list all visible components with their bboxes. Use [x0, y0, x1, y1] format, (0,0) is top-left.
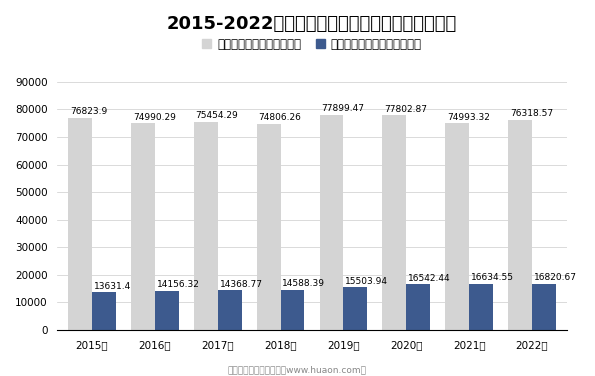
Bar	[256, 124, 280, 330]
Bar	[155, 291, 178, 330]
Text: 76318.57: 76318.57	[510, 109, 553, 118]
Text: 77899.47: 77899.47	[321, 105, 364, 114]
Bar	[445, 123, 469, 330]
Bar	[406, 284, 430, 330]
Bar	[68, 118, 92, 330]
Bar	[469, 284, 493, 330]
Text: 15503.94: 15503.94	[345, 277, 389, 286]
Text: 74806.26: 74806.26	[259, 113, 302, 122]
Legend: 房屋建筑竣工面积（万㎡）, 房屋建筑业竣工价值（亿元）: 房屋建筑竣工面积（万㎡）, 房屋建筑业竣工价值（亿元）	[198, 33, 427, 56]
Bar	[218, 290, 242, 330]
Text: 16634.55: 16634.55	[471, 273, 514, 282]
Text: 制图：华经产业研究院（www.huaon.com）: 制图：华经产业研究院（www.huaon.com）	[228, 365, 367, 374]
Bar	[131, 123, 155, 330]
Bar	[532, 284, 556, 330]
Bar	[194, 122, 218, 330]
Bar	[383, 115, 406, 330]
Text: 74990.29: 74990.29	[133, 112, 176, 121]
Text: 14588.39: 14588.39	[283, 279, 325, 288]
Bar	[508, 120, 532, 330]
Text: 76823.9: 76823.9	[70, 108, 107, 117]
Text: 16542.44: 16542.44	[408, 274, 451, 283]
Bar	[92, 293, 116, 330]
Bar	[280, 290, 305, 330]
Text: 16820.67: 16820.67	[534, 273, 577, 282]
Text: 75454.29: 75454.29	[196, 111, 239, 120]
Text: 14156.32: 14156.32	[156, 280, 199, 289]
Text: 14368.77: 14368.77	[220, 280, 262, 289]
Text: 77802.87: 77802.87	[384, 105, 427, 114]
Title: 2015-2022年江苏各房屋建筑竣工面积及竣工价值: 2015-2022年江苏各房屋建筑竣工面积及竣工价值	[167, 15, 457, 33]
Bar	[343, 287, 367, 330]
Bar	[320, 115, 343, 330]
Text: 74993.32: 74993.32	[447, 112, 490, 121]
Text: 13631.4: 13631.4	[94, 282, 131, 291]
